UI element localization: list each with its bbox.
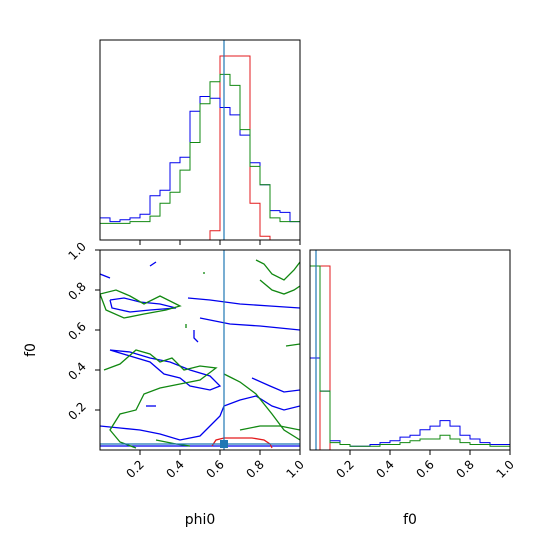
f0-hist-series-red	[310, 265, 510, 451]
joint-ytick-label-0: 0.2	[65, 399, 88, 422]
joint-ytick-label-4: 1.0	[65, 239, 88, 262]
joint-ytick-label-2: 0.6	[65, 319, 88, 342]
joint-ytick-label-1: 0.4	[65, 359, 88, 382]
joint-xtick-label-4: 1.0	[283, 457, 306, 480]
contour-blue-5	[251, 377, 300, 393]
contour-blue-0	[109, 297, 177, 313]
f0-hist-xtick-label-1: 0.4	[373, 457, 396, 480]
contour-green-1	[103, 349, 218, 449]
joint-xtick-label-3: 0.8	[243, 457, 266, 480]
f0-hist-xtick-label-0: 0.2	[333, 457, 356, 480]
joint-contour-panel: 0.2 0.4 0.6 0.8 1.0 0.2 0.4 0.6 0.8 1.0	[65, 239, 306, 480]
phi0-histogram-panel	[99, 39, 301, 245]
contour-green-0	[100, 289, 182, 319]
contour-blue-8	[193, 330, 199, 343]
contour-green-5	[239, 425, 300, 431]
contour-red-0	[211, 437, 273, 449]
joint-ytick-label-3: 0.8	[65, 279, 88, 302]
f0-hist-xtick-label-3: 0.8	[453, 457, 476, 480]
contour-green-3	[259, 279, 300, 295]
joint-frame	[99, 249, 301, 451]
joint-xtick-label-2: 0.6	[203, 457, 226, 480]
f0-hist-series-blue	[310, 357, 510, 447]
contour-green-6	[155, 439, 191, 447]
f0-hist-frame	[309, 249, 511, 451]
y-axis-label-f0: f0	[23, 343, 39, 357]
contour-blue-4	[100, 395, 300, 441]
f0-hist-xtick-label-2: 0.6	[413, 457, 436, 480]
phi0-hist-frame	[99, 39, 301, 241]
f0-hist-series-green	[310, 265, 510, 447]
x-axis-label-phi0: phi0	[185, 512, 216, 528]
contour-green-4	[223, 373, 300, 441]
contour-blue-3	[109, 349, 222, 391]
contour-blue-1	[187, 297, 300, 309]
contour-green-7	[285, 343, 300, 347]
contour-blue-10	[100, 273, 111, 279]
x-axis-label-f0: f0	[403, 512, 417, 528]
f0-hist-xtick-label-4: 1.0	[493, 457, 516, 480]
contour-blue-2	[199, 317, 300, 331]
joint-contours	[100, 259, 300, 449]
joint-xtick-label-0: 0.2	[123, 457, 146, 480]
contour-blue-7	[149, 261, 157, 267]
phi0-hist-series-green	[100, 73, 300, 224]
contour-green-2	[255, 259, 300, 281]
joint-xtick-label-1: 0.4	[163, 457, 186, 480]
joint-truth-marker	[220, 440, 228, 448]
f0-histogram-panel: 0.2 0.4 0.6 0.8 1.0	[309, 249, 517, 481]
